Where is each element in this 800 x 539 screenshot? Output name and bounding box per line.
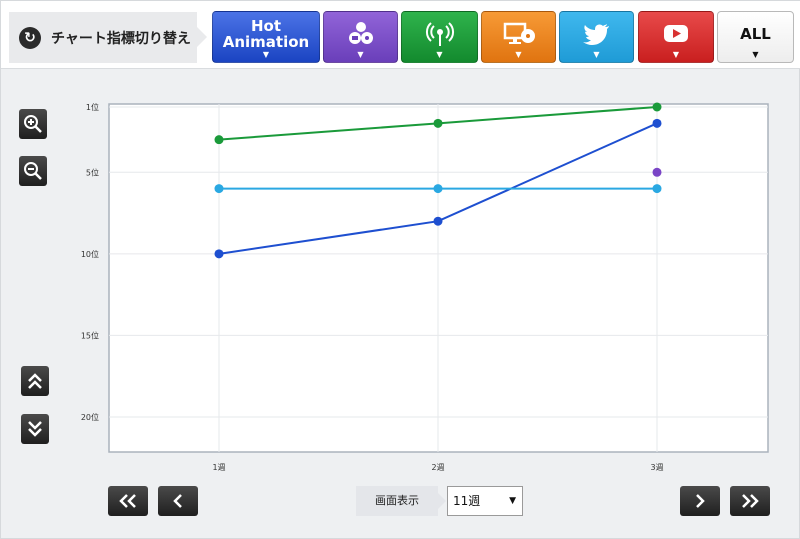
hot-label-line2: Animation bbox=[222, 33, 310, 51]
first-page-button[interactable] bbox=[108, 486, 148, 516]
toolbar: ↻ チャート指標切り替え Hot Animation ▼ ▼ bbox=[1, 1, 800, 69]
package-disc-icon-svg bbox=[348, 22, 373, 44]
chevron-down-icon: ▼ bbox=[357, 50, 364, 59]
last-page-button[interactable] bbox=[730, 486, 770, 516]
all-button[interactable]: ALL ▼ bbox=[717, 11, 794, 63]
youtube-play-icon-svg bbox=[664, 25, 688, 42]
y-tick-label: 10位 bbox=[81, 249, 99, 259]
zoom-in-icon bbox=[24, 115, 42, 133]
y-tick-label: 5位 bbox=[86, 167, 99, 177]
twitter-button[interactable]: ▼ bbox=[559, 11, 634, 63]
scroll-down-button[interactable] bbox=[21, 414, 49, 444]
chevron-right-icon bbox=[696, 494, 705, 508]
series-point[interactable] bbox=[214, 184, 224, 194]
hot-label-line1: Hot bbox=[250, 17, 282, 35]
week-range-select[interactable]: 11週 ▼ bbox=[447, 486, 523, 516]
x-tick-label: 1週 bbox=[212, 463, 225, 472]
chevron-down-icon: ▼ bbox=[672, 50, 680, 59]
all-label: ALL bbox=[740, 25, 771, 43]
series-point[interactable] bbox=[652, 102, 662, 112]
series-point[interactable] bbox=[433, 184, 443, 194]
week-range-value: 11週 bbox=[453, 494, 481, 508]
double-chevron-right-icon bbox=[742, 494, 759, 508]
series-point[interactable] bbox=[214, 135, 224, 145]
y-tick-label: 1位 bbox=[86, 102, 99, 112]
airplay-button[interactable]: ▼ bbox=[401, 11, 478, 63]
double-chevron-down-icon bbox=[28, 421, 42, 437]
scroll-up-button[interactable] bbox=[21, 366, 49, 396]
twitter-bird-icon-svg bbox=[582, 24, 609, 45]
zoom-out-icon bbox=[24, 162, 42, 180]
package-disc-icon bbox=[324, 21, 397, 52]
hot-animation-label: Hot Animation bbox=[213, 18, 319, 50]
rank-chart: 1位 5位 10位 15位 20位 1週 2週 3週 bbox=[81, 102, 769, 472]
refresh-icon: ↻ bbox=[19, 26, 41, 49]
y-tick-label: 20位 bbox=[81, 412, 99, 422]
youtube-button[interactable]: ▼ bbox=[638, 11, 714, 63]
chart-switch-text: チャート指標切り替え bbox=[51, 30, 191, 47]
monitor-disc-icon bbox=[482, 21, 555, 52]
display-label: 画面表示 bbox=[356, 486, 446, 516]
chart-switch-label: ↻ チャート指標切り替え bbox=[9, 12, 207, 63]
chevron-down-icon: ▼ bbox=[262, 50, 270, 59]
axes: 1位 5位 10位 15位 20位 1週 2週 3週 bbox=[81, 102, 664, 472]
zoom-in-button[interactable] bbox=[19, 109, 47, 139]
chevron-down-icon: ▼ bbox=[515, 50, 522, 59]
x-tick-label: 3週 bbox=[650, 463, 663, 472]
previous-page-button[interactable] bbox=[158, 486, 198, 516]
series-point[interactable] bbox=[652, 167, 662, 177]
series-point[interactable] bbox=[652, 118, 662, 128]
pc-button[interactable]: ▼ bbox=[481, 11, 556, 63]
double-chevron-left-icon bbox=[119, 494, 136, 508]
y-tick-label: 15位 bbox=[81, 330, 99, 340]
broadcast-icon bbox=[402, 21, 477, 52]
grid bbox=[108, 103, 769, 453]
series-point[interactable] bbox=[433, 118, 443, 128]
chevron-left-icon bbox=[173, 494, 182, 508]
youtube-play-icon bbox=[639, 21, 713, 52]
caret-down-icon: ▼ bbox=[509, 496, 516, 506]
package-button[interactable]: ▼ bbox=[323, 11, 398, 63]
series-point[interactable] bbox=[214, 249, 224, 259]
broadcast-icon-svg bbox=[425, 22, 454, 46]
double-chevron-up-icon bbox=[28, 373, 42, 389]
twitter-bird-icon bbox=[560, 21, 633, 52]
next-page-button[interactable] bbox=[680, 486, 720, 516]
series-point[interactable] bbox=[652, 184, 662, 194]
series bbox=[214, 102, 662, 259]
chevron-down-icon: ▼ bbox=[752, 50, 759, 59]
hot-animation-button[interactable]: Hot Animation ▼ bbox=[212, 11, 320, 63]
monitor-disc-icon-svg bbox=[503, 22, 535, 44]
x-tick-label: 2週 bbox=[431, 463, 444, 472]
series-point[interactable] bbox=[433, 216, 443, 226]
chevron-down-icon: ▼ bbox=[436, 50, 443, 59]
zoom-out-button[interactable] bbox=[19, 156, 47, 186]
chevron-down-icon: ▼ bbox=[593, 50, 600, 59]
